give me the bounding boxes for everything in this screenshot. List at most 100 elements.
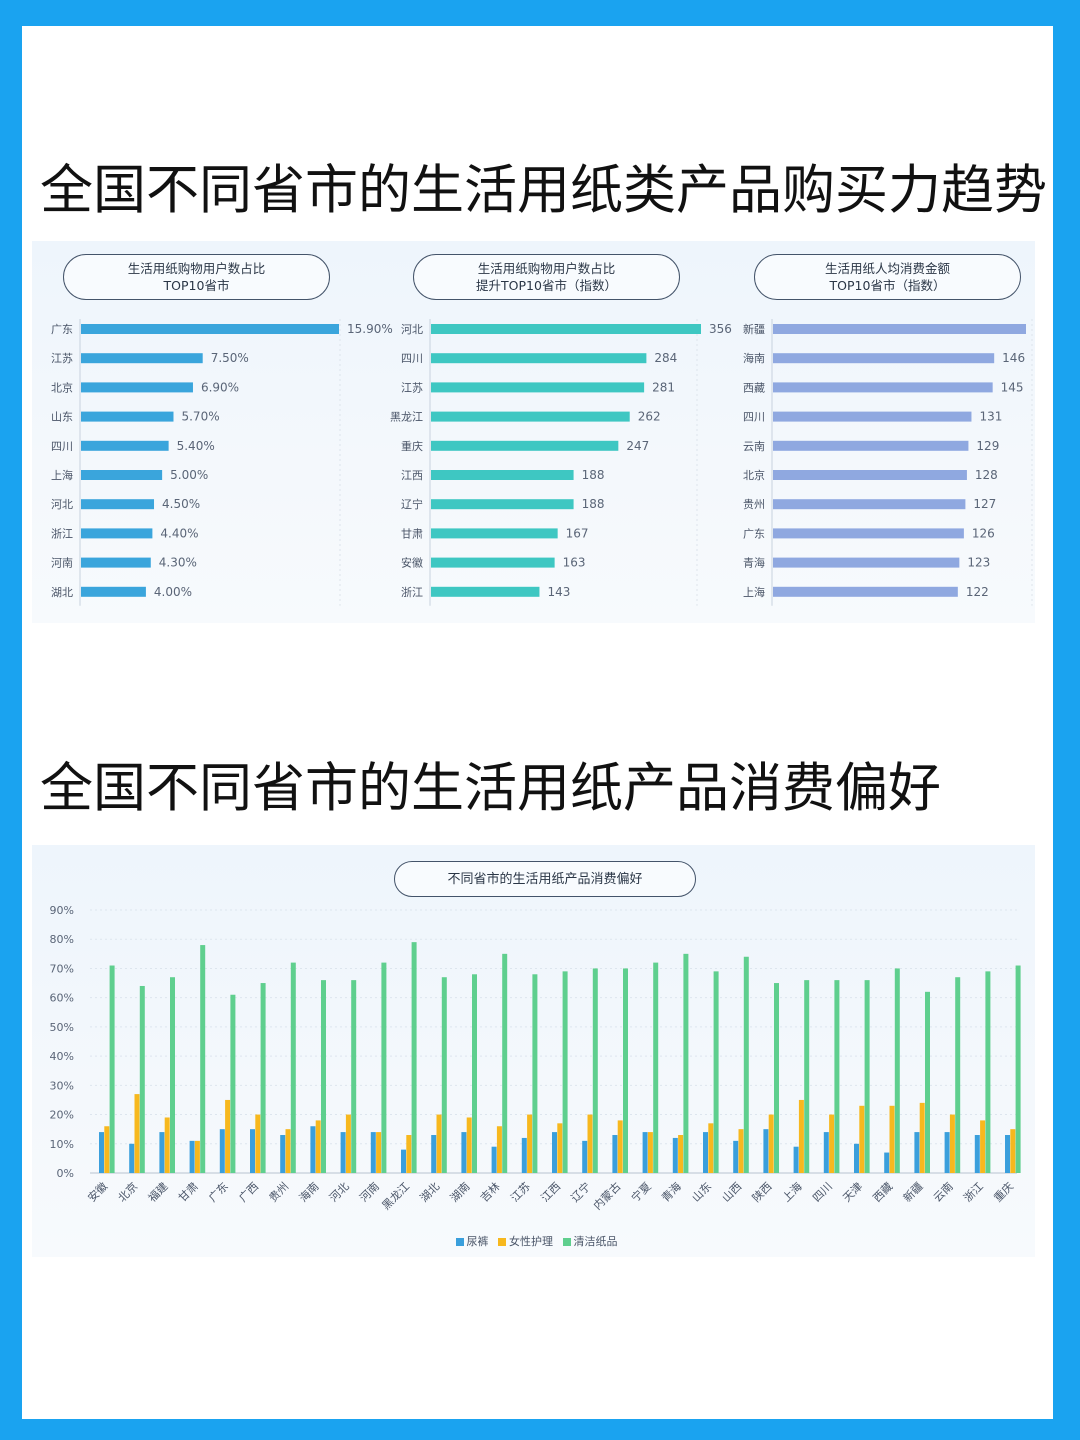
chart2-value-label: 163	[563, 556, 586, 570]
chart4-bar-tissue	[109, 965, 115, 1173]
chart4-category-label: 江西	[538, 1180, 563, 1205]
chart4-bar-diaper	[672, 1137, 678, 1173]
chart2-bar	[431, 499, 574, 510]
chart4-bar-diaper	[823, 1132, 829, 1173]
chart4-ytick-label: 80%	[50, 933, 74, 946]
chart4-bar-tissue	[230, 994, 236, 1173]
chart2-bar	[431, 557, 555, 568]
chart2-bar	[431, 440, 619, 451]
chart2-bar	[431, 324, 701, 334]
chart4-bar-feminine	[678, 1135, 684, 1173]
chart1-bar	[81, 499, 155, 510]
chart4-bar-tissue	[623, 968, 628, 1173]
chart1-category-label: 广东	[51, 323, 73, 336]
chart4-bar-tissue	[955, 977, 961, 1173]
chart4-category-label: 安徽	[85, 1179, 110, 1204]
chart4-ytick-label: 60%	[50, 992, 74, 1005]
chart1-value-label: 6.90%	[201, 380, 239, 394]
chart4-bar-feminine	[738, 1129, 744, 1173]
chart4-bar-feminine	[980, 1120, 986, 1173]
chart3-title: 生活用纸人均消费金额 TOP10省市（指数）	[754, 254, 1021, 300]
chart4-bar-diaper	[733, 1140, 739, 1173]
chart4-bar-feminine	[829, 1114, 835, 1173]
chart4-category-label: 宁夏	[628, 1179, 653, 1204]
chart4-bar-diaper	[944, 1132, 950, 1173]
chart4-bar-tissue	[713, 971, 719, 1173]
chart4-bar-tissue	[743, 956, 749, 1173]
chart2-value-label: 284	[654, 351, 677, 365]
chart4-category-label: 湖南	[448, 1180, 473, 1205]
chart4-bar-diaper	[250, 1129, 255, 1173]
chart4-bar-diaper	[340, 1132, 346, 1173]
chart2-category-label: 黑龙江	[390, 411, 423, 424]
chart1-value-label: 5.70%	[181, 410, 219, 424]
chart4-category-label: 重庆	[991, 1179, 1016, 1204]
chart3-value-label: 128	[975, 468, 998, 482]
chart4-bar-diaper	[974, 1135, 980, 1173]
chart2-bar	[431, 353, 647, 364]
chart2-category-label: 四川	[401, 352, 423, 365]
legend-label-tissue: 清洁纸品	[573, 1235, 618, 1248]
chart4-bar-feminine	[859, 1105, 865, 1173]
chart4-bar-diaper	[431, 1135, 437, 1173]
chart4-category-label: 上海	[779, 1179, 804, 1204]
chart4-category-label: 河北	[327, 1180, 352, 1205]
chart3-value-label: 127	[973, 497, 996, 511]
chart4-bar-diaper	[793, 1146, 799, 1173]
chart4-bar-feminine	[225, 1099, 231, 1173]
chart3-category-label: 北京	[743, 468, 765, 482]
chart3-category-label: 贵州	[743, 498, 765, 511]
chart3-category-label: 广东	[743, 527, 765, 540]
chart2-category-label: 甘肃	[401, 527, 423, 540]
chart4-ytick-label: 10%	[50, 1138, 74, 1151]
chart4-bar-feminine	[708, 1123, 714, 1173]
chart2-category-label: 河北	[401, 323, 423, 336]
chart1-title-line1: 生活用纸购物用户数占比	[127, 261, 266, 276]
chart4-bar-diaper	[642, 1132, 648, 1173]
chart4-bar-tissue	[441, 977, 447, 1173]
chart2-category-label: 辽宁	[401, 497, 423, 511]
chart3-category-label: 新疆	[743, 322, 765, 336]
chart2-value-label: 356	[709, 322, 732, 336]
chart4-category-label: 内蒙古	[590, 1179, 623, 1212]
chart2-category-label: 江苏	[401, 381, 423, 394]
chart4-ytick-label: 0%	[57, 1167, 74, 1180]
chart4-bar-diaper	[129, 1143, 135, 1173]
chart4-bar-diaper	[401, 1149, 406, 1173]
chart4-bar-tissue	[411, 942, 417, 1173]
chart3-value-label: 146	[1002, 351, 1025, 365]
chart1-category-label: 河南	[51, 557, 73, 570]
chart1-bar	[81, 411, 174, 422]
chart4-bar-tissue	[653, 962, 659, 1173]
section1-heading: 全国不同省市的生活用纸类产品购买力趋势	[40, 160, 1047, 221]
chart1-bar	[81, 353, 203, 364]
chart1-category-label: 河北	[51, 498, 73, 511]
chart4-bar-feminine	[949, 1114, 955, 1173]
chart4-bar-feminine	[104, 1126, 110, 1173]
chart4-bar-feminine	[617, 1120, 623, 1173]
chart4-bar-feminine	[315, 1120, 321, 1173]
chart4-bar-diaper	[582, 1140, 588, 1173]
chart4-bar-feminine	[768, 1114, 774, 1173]
chart3-bar	[773, 353, 995, 364]
chart4-bar-tissue	[290, 962, 296, 1173]
chart2-bar	[431, 470, 574, 480]
chart3-value-label: 126	[972, 526, 995, 540]
preference-panel: 不同省市的生活用纸产品消费偏好 0% 10% 20% 30% 40% 50% 60% 70% 8…	[32, 845, 1035, 1257]
chart4-bar-diaper	[99, 1132, 104, 1173]
chart4-bar-tissue	[894, 968, 900, 1173]
chart4-bar-tissue	[834, 980, 840, 1173]
chart4-bar-feminine	[587, 1114, 593, 1173]
chart3-value-label: 167	[1034, 322, 1035, 336]
chart1-title: 生活用纸购物用户数占比 TOP10省市	[63, 254, 330, 300]
chart4-bar-feminine	[376, 1132, 382, 1173]
chart1-bar	[81, 382, 193, 393]
chart3-bar	[773, 411, 972, 422]
chart4-bar-diaper	[914, 1132, 920, 1173]
chart2-bar	[431, 411, 630, 422]
chart3-category-label: 上海	[743, 585, 765, 599]
chart4-bar-diaper	[854, 1143, 859, 1173]
chart4-category-label: 青海	[658, 1179, 683, 1204]
chart4-bar-tissue	[985, 971, 991, 1173]
chart4-ytick-label: 40%	[50, 1050, 74, 1063]
